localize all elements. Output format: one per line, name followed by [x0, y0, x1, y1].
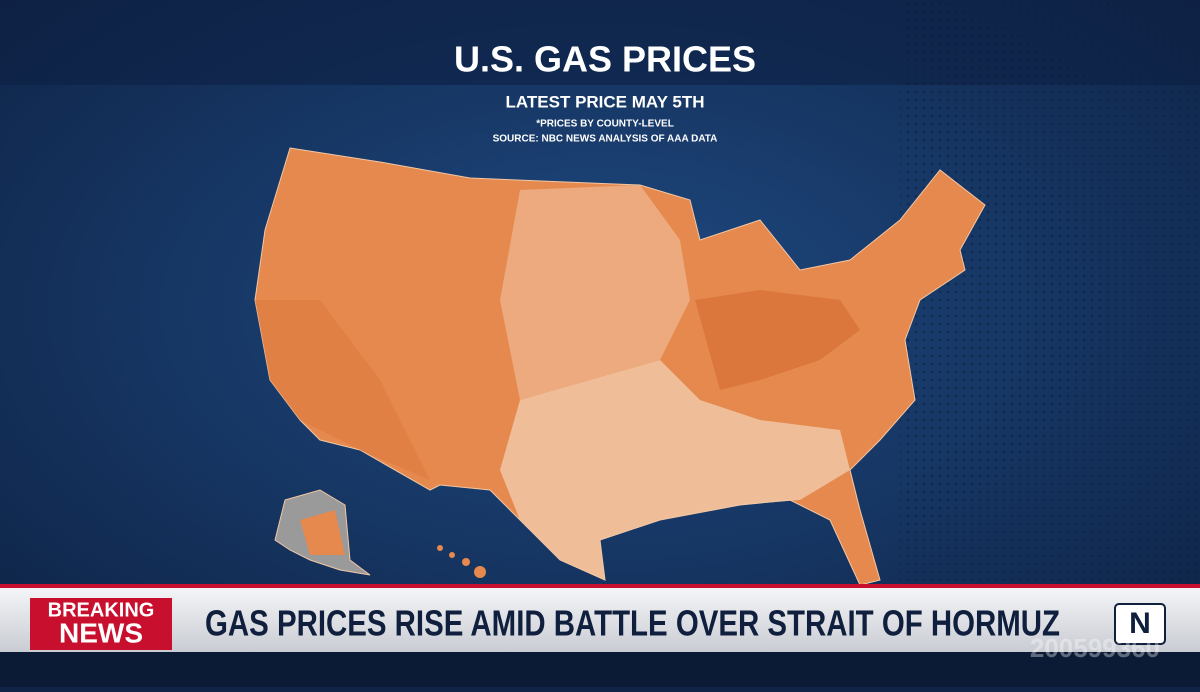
watermark: 200599360: [1030, 633, 1160, 663]
map: [254, 147, 986, 586]
dark-region-midwest: [695, 290, 860, 390]
dot-pattern: [900, 0, 1200, 600]
svg-text:N: N: [1129, 607, 1151, 640]
banner-bar: [0, 588, 1200, 652]
breaking-box: [30, 598, 172, 650]
headline: GAS PRICES RISE AMID BATTLE OVER STRAIT …: [205, 603, 1060, 644]
dark-region-west: [255, 300, 430, 480]
breaking-label: BREAKING: [48, 599, 155, 621]
hawaii: [437, 545, 486, 578]
title: U.S. GAS PRICES: [454, 39, 756, 80]
alaska-orange: [300, 510, 345, 555]
news-label: NEWS: [59, 617, 143, 648]
light-region-plains: [500, 185, 690, 400]
bottom-strip: [0, 652, 1200, 687]
note: SOURCE: NBC NEWS ANALYSIS OF AAA DATA: [493, 134, 718, 145]
network-logo: N: [1114, 603, 1166, 645]
light-region-south: [500, 360, 850, 580]
subtitle: LATEST PRICE MAY 5TH: [506, 92, 705, 111]
top-band: [0, 0, 1200, 85]
note: *PRICES BY COUNTY-LEVEL: [536, 119, 674, 130]
banner-rule: [0, 584, 1200, 588]
